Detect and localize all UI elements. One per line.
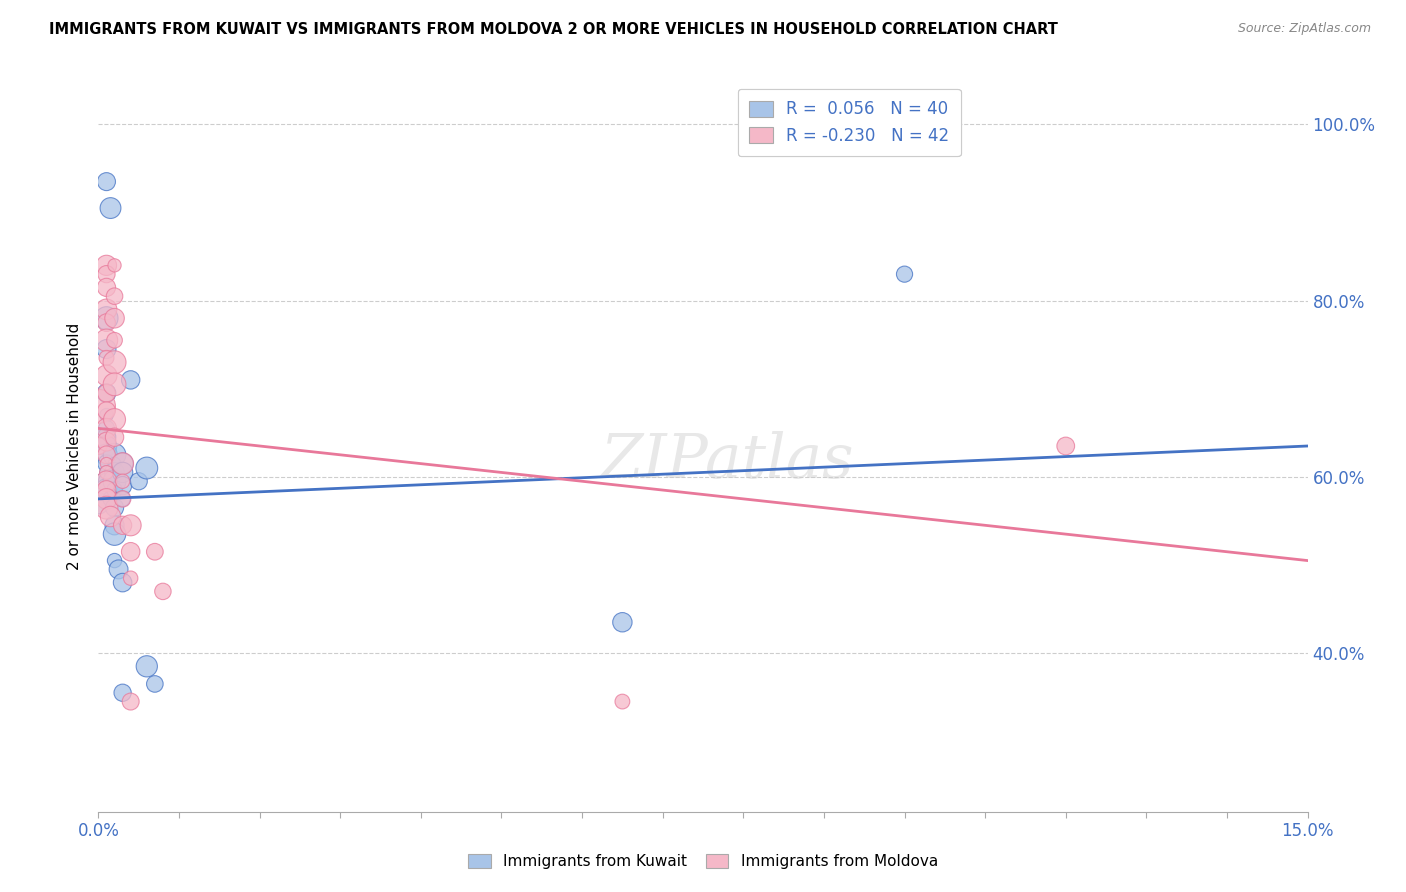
Text: IMMIGRANTS FROM KUWAIT VS IMMIGRANTS FROM MOLDOVA 2 OR MORE VEHICLES IN HOUSEHOL: IMMIGRANTS FROM KUWAIT VS IMMIGRANTS FRO… bbox=[49, 22, 1059, 37]
Point bbox=[96, 475, 118, 489]
Point bbox=[135, 461, 157, 475]
Point bbox=[103, 412, 125, 426]
Point bbox=[96, 258, 118, 272]
Point bbox=[96, 483, 118, 497]
Point bbox=[96, 457, 118, 471]
Y-axis label: 2 or more Vehicles in Household: 2 or more Vehicles in Household bbox=[67, 322, 83, 570]
Point bbox=[111, 457, 134, 471]
Point bbox=[111, 491, 134, 506]
Point bbox=[96, 466, 118, 480]
Point bbox=[612, 695, 634, 709]
Point bbox=[128, 475, 150, 489]
Point bbox=[103, 466, 125, 480]
Point bbox=[111, 575, 134, 590]
Point bbox=[96, 434, 118, 449]
Point bbox=[120, 571, 142, 585]
Point bbox=[96, 500, 118, 515]
Point bbox=[96, 311, 118, 326]
Point bbox=[103, 377, 125, 392]
Point bbox=[111, 518, 134, 533]
Point bbox=[96, 302, 118, 317]
Point bbox=[111, 686, 134, 700]
Point bbox=[893, 267, 915, 281]
Point bbox=[96, 280, 118, 294]
Point bbox=[96, 333, 118, 347]
Point bbox=[103, 333, 125, 347]
Point bbox=[143, 545, 166, 559]
Point bbox=[103, 457, 125, 471]
Point bbox=[103, 430, 125, 444]
Point bbox=[103, 518, 125, 533]
Point bbox=[96, 421, 118, 435]
Legend: Immigrants from Kuwait, Immigrants from Moldova: Immigrants from Kuwait, Immigrants from … bbox=[463, 847, 943, 875]
Point bbox=[100, 491, 122, 506]
Point bbox=[120, 695, 142, 709]
Point bbox=[612, 615, 634, 630]
Point bbox=[103, 311, 125, 326]
Point bbox=[96, 421, 118, 435]
Point bbox=[96, 483, 118, 497]
Point bbox=[120, 518, 142, 533]
Point bbox=[111, 475, 134, 489]
Point bbox=[96, 386, 118, 401]
Point bbox=[103, 289, 125, 303]
Point bbox=[103, 258, 125, 272]
Point bbox=[96, 448, 118, 462]
Point bbox=[96, 351, 118, 365]
Point bbox=[100, 509, 122, 524]
Point bbox=[96, 491, 118, 506]
Point bbox=[103, 553, 125, 567]
Point bbox=[103, 448, 125, 462]
Point bbox=[96, 430, 118, 444]
Point bbox=[103, 500, 125, 515]
Point bbox=[96, 342, 118, 356]
Point bbox=[120, 545, 142, 559]
Point bbox=[96, 448, 118, 462]
Point bbox=[96, 408, 118, 422]
Point bbox=[87, 475, 110, 489]
Point bbox=[103, 475, 125, 489]
Point bbox=[96, 439, 118, 453]
Point bbox=[96, 175, 118, 189]
Point bbox=[96, 316, 118, 330]
Point bbox=[111, 478, 134, 492]
Text: Source: ZipAtlas.com: Source: ZipAtlas.com bbox=[1237, 22, 1371, 36]
Point bbox=[111, 466, 134, 480]
Point bbox=[107, 562, 129, 576]
Point bbox=[87, 439, 110, 453]
Point bbox=[96, 466, 118, 480]
Point bbox=[96, 368, 118, 383]
Point bbox=[103, 355, 125, 369]
Point bbox=[96, 267, 118, 281]
Point bbox=[120, 373, 142, 387]
Point bbox=[87, 400, 110, 414]
Point bbox=[143, 677, 166, 691]
Point bbox=[96, 457, 118, 471]
Point bbox=[135, 659, 157, 673]
Point bbox=[96, 386, 118, 401]
Point bbox=[1054, 439, 1077, 453]
Point bbox=[100, 201, 122, 215]
Point bbox=[152, 584, 174, 599]
Point bbox=[103, 483, 125, 497]
Point bbox=[111, 491, 134, 506]
Point bbox=[103, 527, 125, 541]
Text: ZIPatlas: ZIPatlas bbox=[600, 431, 853, 491]
Legend: R =  0.056   N = 40, R = -0.230   N = 42: R = 0.056 N = 40, R = -0.230 N = 42 bbox=[738, 88, 960, 156]
Point bbox=[96, 475, 118, 489]
Point bbox=[111, 457, 134, 471]
Point bbox=[96, 403, 118, 417]
Point bbox=[87, 496, 110, 510]
